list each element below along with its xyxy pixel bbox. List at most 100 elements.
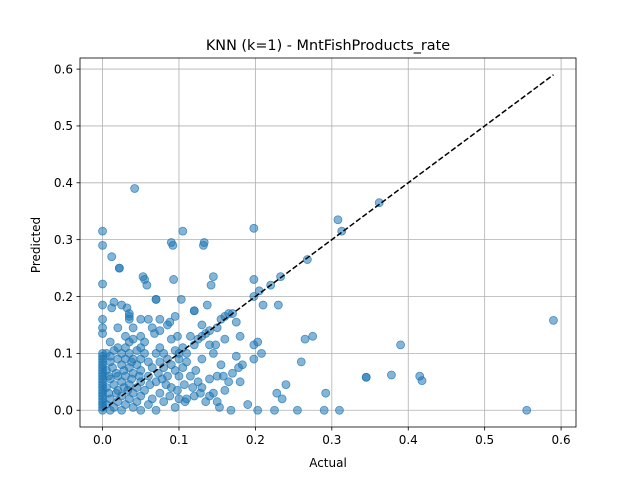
data-point <box>98 240 107 250</box>
data-point <box>296 357 306 367</box>
data-point <box>140 385 149 395</box>
data-point <box>228 368 237 378</box>
data-point <box>197 383 207 392</box>
y-tick-label: 0.6 <box>54 62 73 76</box>
data-point <box>151 294 161 304</box>
data-point <box>191 366 201 375</box>
data-point <box>243 400 253 409</box>
data-point <box>114 263 124 273</box>
data-point <box>249 354 259 364</box>
data-point <box>140 337 149 347</box>
data-point <box>206 280 216 290</box>
data-point <box>231 317 241 327</box>
data-point <box>140 348 149 358</box>
x-tick-label: 0.2 <box>246 433 265 447</box>
data-point <box>147 363 157 372</box>
data-point <box>147 394 157 404</box>
data-point <box>220 334 230 344</box>
data-point <box>151 405 161 415</box>
data-point <box>179 380 189 390</box>
data-point <box>300 334 310 344</box>
x-tick-label: 0.3 <box>322 433 341 447</box>
data-point <box>258 300 268 310</box>
y-axis-label: Predicted <box>29 217 43 273</box>
data-point <box>235 331 245 341</box>
data-point <box>178 226 188 236</box>
data-point <box>333 215 343 225</box>
data-point <box>136 405 146 415</box>
data-point <box>302 255 312 264</box>
data-point <box>215 402 224 412</box>
y-tick-label: 0.2 <box>54 290 73 304</box>
data-point <box>226 405 236 415</box>
data-point <box>155 388 165 398</box>
data-point <box>272 388 282 398</box>
data-point <box>142 280 152 290</box>
data-point <box>105 337 115 347</box>
data-point <box>168 240 178 250</box>
x-tick-label: 0.6 <box>552 433 571 447</box>
data-point <box>319 405 329 415</box>
y-tick-label: 0.4 <box>54 176 73 190</box>
data-point <box>186 331 195 341</box>
y-tick-label: 0.5 <box>54 119 73 133</box>
data-point <box>235 377 245 387</box>
chart-title: KNN (k=1) - MntFishProducts_rate <box>206 38 450 54</box>
y-tick-label: 0.0 <box>54 404 73 418</box>
data-point <box>189 306 199 316</box>
data-point <box>182 348 192 358</box>
data-point <box>113 323 123 333</box>
y-axis-ticks: 0.0 0.1 0.2 0.3 0.4 0.5 0.6 <box>54 62 80 418</box>
data-point <box>173 385 182 395</box>
data-point <box>109 297 119 307</box>
data-point <box>98 279 107 289</box>
data-point <box>249 275 259 284</box>
data-point <box>276 272 286 282</box>
data-point <box>188 383 198 392</box>
data-point <box>293 405 302 415</box>
data-point <box>205 374 214 384</box>
data-point <box>128 323 138 333</box>
data-point <box>159 397 169 407</box>
x-axis-label: Actual <box>309 456 347 470</box>
data-point <box>136 314 146 324</box>
reference-line <box>102 74 554 411</box>
data-point <box>136 366 146 375</box>
data-point <box>197 354 207 364</box>
data-point <box>174 371 184 381</box>
data-point <box>170 402 180 412</box>
data-point <box>216 360 226 370</box>
data-point <box>174 354 184 364</box>
data-point <box>387 370 396 380</box>
data-point <box>197 320 207 330</box>
data-point <box>417 376 427 386</box>
data-point <box>98 226 107 236</box>
data-point <box>155 314 165 324</box>
data-point <box>98 314 107 324</box>
data-point <box>257 348 266 358</box>
data-point <box>231 351 241 361</box>
data-point <box>124 314 134 324</box>
data-point <box>273 300 283 310</box>
data-point <box>208 348 218 358</box>
data-point <box>522 405 532 415</box>
data-point <box>218 371 228 381</box>
data-point <box>170 312 180 321</box>
data-point <box>98 300 107 310</box>
data-point <box>253 405 263 415</box>
data-point <box>155 326 165 336</box>
data-point <box>224 377 234 387</box>
x-tick-label: 0.1 <box>169 433 188 447</box>
data-point <box>165 391 175 401</box>
data-point <box>163 371 172 381</box>
x-tick-label: 0.0 <box>93 433 112 447</box>
data-point <box>165 317 175 327</box>
data-point <box>208 272 218 282</box>
data-point <box>270 405 279 415</box>
data-point <box>107 252 117 262</box>
data-point <box>277 394 287 404</box>
data-point <box>176 294 186 304</box>
data-points <box>98 184 558 415</box>
